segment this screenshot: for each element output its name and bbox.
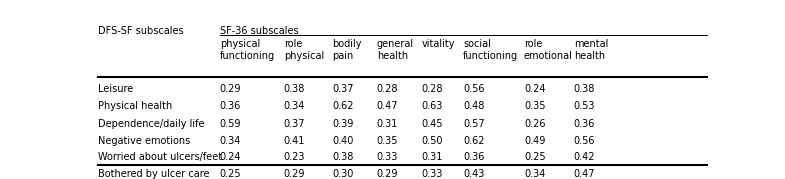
Text: 0.26: 0.26: [524, 119, 546, 129]
Text: 0.36: 0.36: [463, 153, 484, 162]
Text: 0.39: 0.39: [332, 119, 354, 129]
Text: mental
health: mental health: [574, 39, 608, 61]
Text: Bothered by ulcer care: Bothered by ulcer care: [98, 169, 210, 179]
Text: 0.28: 0.28: [377, 83, 398, 93]
Text: 0.42: 0.42: [574, 153, 595, 162]
Text: physical
functioning: physical functioning: [220, 39, 275, 61]
Text: 0.35: 0.35: [377, 136, 398, 146]
Text: Worried about ulcers/feet: Worried about ulcers/feet: [98, 153, 222, 162]
Text: 0.36: 0.36: [220, 101, 241, 111]
Text: 0.37: 0.37: [283, 119, 305, 129]
Text: 0.29: 0.29: [377, 169, 398, 179]
Text: 0.47: 0.47: [574, 169, 595, 179]
Text: 0.48: 0.48: [463, 101, 484, 111]
Text: 0.43: 0.43: [463, 169, 484, 179]
Text: 0.31: 0.31: [422, 153, 444, 162]
Text: SF-36 subscales: SF-36 subscales: [220, 26, 298, 36]
Text: 0.38: 0.38: [574, 83, 595, 93]
Text: 0.31: 0.31: [377, 119, 398, 129]
Text: 0.24: 0.24: [524, 83, 546, 93]
Text: Physical health: Physical health: [98, 101, 173, 111]
Text: 0.25: 0.25: [524, 153, 546, 162]
Text: Leisure: Leisure: [98, 83, 133, 93]
Text: Dependence/daily life: Dependence/daily life: [98, 119, 205, 129]
Text: 0.50: 0.50: [422, 136, 444, 146]
Text: DFS-SF subscales: DFS-SF subscales: [98, 26, 184, 36]
Text: 0.45: 0.45: [422, 119, 444, 129]
Text: 0.34: 0.34: [283, 101, 305, 111]
Text: 0.62: 0.62: [332, 101, 354, 111]
Text: vitality: vitality: [422, 39, 455, 49]
Text: 0.40: 0.40: [332, 136, 354, 146]
Text: 0.56: 0.56: [574, 136, 595, 146]
Text: 0.36: 0.36: [574, 119, 595, 129]
Text: 0.33: 0.33: [377, 153, 398, 162]
Text: 0.34: 0.34: [220, 136, 241, 146]
Text: 0.57: 0.57: [463, 119, 485, 129]
Text: 0.23: 0.23: [283, 153, 305, 162]
Text: 0.47: 0.47: [377, 101, 398, 111]
Text: 0.34: 0.34: [524, 169, 546, 179]
Text: 0.29: 0.29: [220, 83, 241, 93]
Text: 0.29: 0.29: [283, 169, 305, 179]
Text: Negative emotions: Negative emotions: [98, 136, 191, 146]
Text: 0.28: 0.28: [422, 83, 444, 93]
Text: role
emotional: role emotional: [524, 39, 573, 61]
Text: 0.59: 0.59: [220, 119, 241, 129]
Text: general
health: general health: [377, 39, 414, 61]
Text: 0.33: 0.33: [422, 169, 444, 179]
Text: role
physical: role physical: [283, 39, 324, 61]
Text: 0.56: 0.56: [463, 83, 484, 93]
Text: 0.62: 0.62: [463, 136, 484, 146]
Text: 0.38: 0.38: [332, 153, 354, 162]
Text: 0.38: 0.38: [283, 83, 305, 93]
Text: 0.30: 0.30: [332, 169, 354, 179]
Text: bodily
pain: bodily pain: [332, 39, 362, 61]
Text: 0.35: 0.35: [524, 101, 546, 111]
Text: 0.24: 0.24: [220, 153, 241, 162]
Text: social
functioning: social functioning: [463, 39, 518, 61]
Text: 0.37: 0.37: [332, 83, 354, 93]
Text: 0.25: 0.25: [220, 169, 242, 179]
Text: 0.53: 0.53: [574, 101, 595, 111]
Text: 0.63: 0.63: [422, 101, 444, 111]
Text: 0.41: 0.41: [283, 136, 305, 146]
Text: 0.49: 0.49: [524, 136, 546, 146]
